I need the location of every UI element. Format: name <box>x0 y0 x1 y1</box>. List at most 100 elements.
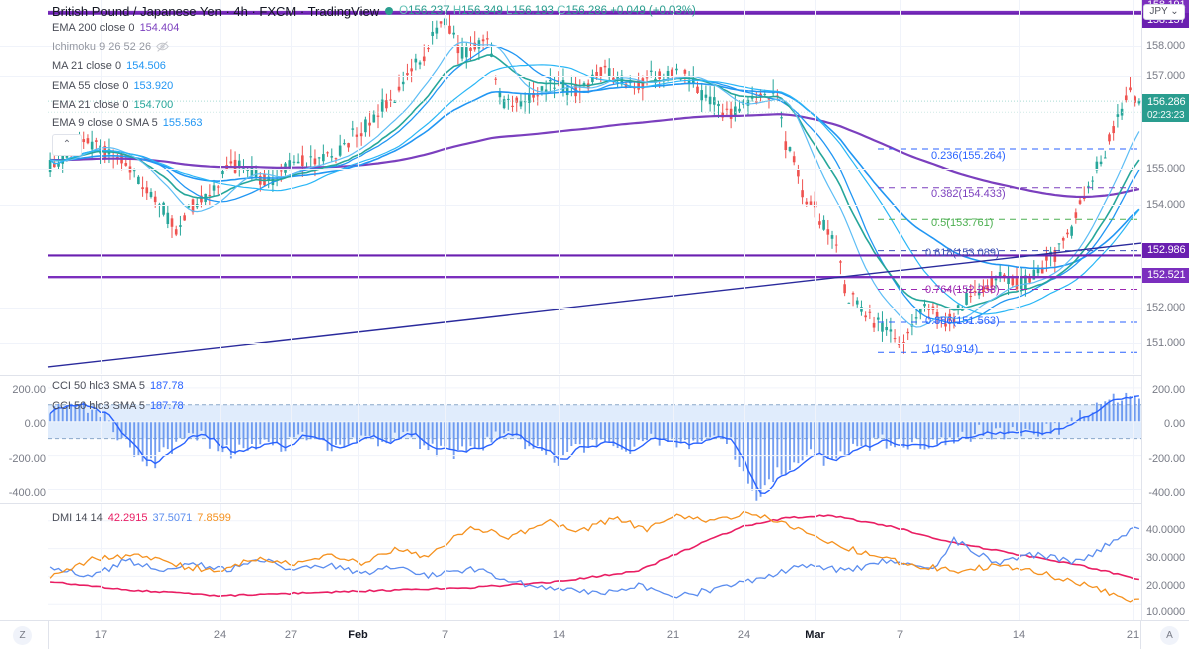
cci-legend-top-value: 187.78 <box>149 380 184 392</box>
timezone-button[interactable]: Z <box>13 626 32 645</box>
dmi-pane[interactable]: DMI 14 14 42.2915 37.5071 7.8599 <box>0 503 1141 620</box>
time-tick-8: Mar <box>805 629 825 641</box>
time-tick-5: 14 <box>552 629 566 641</box>
indicator-name-3: EMA 55 close 0 <box>52 80 129 92</box>
ohlc-low-key: L <box>505 5 513 17</box>
ohlc-change: +0.049 (+0.03%) <box>610 5 696 17</box>
price-tick-4: 152.000 <box>1145 302 1185 314</box>
ohlc-open-value: 156.237 <box>408 5 450 17</box>
indicator-name-2: MA 21 close 0 <box>52 60 122 72</box>
ohlc-high-key: H <box>452 5 462 17</box>
cci-legend-inner[interactable]: CCI 50 hlc3 SMA 5 187.78 <box>52 400 184 412</box>
ohlc-close-value: 156.286 <box>565 5 608 17</box>
time-axis[interactable]: Z A 17 24 27 Feb 7 14 21 24 Mar 7 14 21 <box>0 620 1189 649</box>
time-tick-0: 17 <box>94 629 108 641</box>
fib-level-label-5[interactable]: 0.886(151.563) <box>925 315 1000 327</box>
time-tick-4: 7 <box>441 629 449 641</box>
dmi-series-svg <box>48 510 1141 605</box>
cci-left-tick-0: 200.00 <box>12 384 46 396</box>
cci-legend-inner-name: CCI 50 hlc3 SMA 5 <box>52 400 145 412</box>
ohlc-readout: O156.237 H156.349 L156.193 C156.286 +0.0… <box>399 5 696 17</box>
indicator-name-1: Ichimoku 9 26 52 26 <box>52 40 152 53</box>
cci-plot-area[interactable] <box>48 376 1141 502</box>
price-pane[interactable] <box>0 0 1141 374</box>
time-axis-left-divider <box>48 621 49 649</box>
indicator-value-2: 154.506 <box>126 60 166 72</box>
indicator-value-4: 154.700 <box>133 99 174 111</box>
dmi-legend[interactable]: DMI 14 14 42.2915 37.5071 7.8599 <box>52 512 231 524</box>
indicator-legend-row-4[interactable]: EMA 21 close 0 154.700 <box>52 99 173 111</box>
current-price-value: 156.286 <box>1147 96 1186 108</box>
indicator-name-4: EMA 21 close 0 <box>52 99 129 111</box>
chart-header: British Pound / Japanese Yen · 4h · FXCM… <box>52 3 696 19</box>
price-level-badge-3[interactable]: 152.521 <box>1142 268 1189 283</box>
fib-level-label-3[interactable]: 0.618(153.089) <box>925 247 1000 259</box>
cci-right-tick-0: 200.00 <box>1151 384 1185 396</box>
time-tick-1: 24 <box>213 629 227 641</box>
cci-left-tick-1: 0.00 <box>24 418 46 430</box>
symbol-title[interactable]: British Pound / Japanese Yen · 4h · FXCM… <box>52 3 380 19</box>
hidden-eye-icon[interactable] <box>156 40 169 53</box>
indicator-legend-row-3[interactable]: EMA 55 close 0 153.920 <box>52 80 173 92</box>
price-tick-2: 155.000 <box>1145 163 1185 175</box>
fib-level-label-1[interactable]: 0.382(154.433) <box>931 188 1006 200</box>
time-tick-10: 14 <box>1012 629 1026 641</box>
indicator-legend-row-5[interactable]: EMA 9 close 0 SMA 5 155.563 <box>52 117 203 129</box>
time-tick-7: 24 <box>737 629 751 641</box>
dmi-plot-area[interactable] <box>48 504 1141 620</box>
indicator-legend-row-0[interactable]: EMA 200 close 0 154.404 <box>52 22 179 34</box>
current-price-badge[interactable]: 156.286 02:23:23 <box>1142 94 1189 122</box>
fib-level-label-0[interactable]: 0.236(155.264) <box>931 150 1006 162</box>
dmi-adx-value: 42.2915 <box>107 512 148 524</box>
indicator-name-5: EMA 9 close 0 SMA 5 <box>52 117 158 129</box>
time-tick-9: 7 <box>896 629 904 641</box>
live-dot-icon <box>385 7 394 15</box>
fib-level-label-6[interactable]: 1(150.914) <box>925 343 979 355</box>
cci-right-tick-3: -400.00 <box>1148 487 1185 499</box>
dmi-di-minus-value: 7.8599 <box>197 512 231 524</box>
ohlc-low-value: 156.193 <box>512 5 554 17</box>
price-scale-right[interactable]: JPY ⌄ 158.000 157.000 155.000 154.000 152.00… <box>1141 0 1189 620</box>
collapse-legend-button[interactable]: ⌃ <box>52 134 82 156</box>
dmi-legend-name: DMI 14 14 <box>52 512 103 524</box>
indicator-value-0: 154.404 <box>139 22 180 34</box>
price-tick-3: 154.000 <box>1145 199 1185 211</box>
fib-level-label-2[interactable]: 0.5(153.761) <box>931 217 994 229</box>
price-tick-1: 157.000 <box>1145 70 1185 82</box>
auto-scale-button[interactable]: A <box>1160 626 1179 645</box>
ohlc-open-key: O <box>399 5 409 17</box>
bar-countdown: 02:23:23 <box>1147 110 1185 121</box>
cci-series-svg <box>48 387 1141 501</box>
indicator-legend-row-2[interactable]: MA 21 close 0 154.506 <box>52 60 166 72</box>
cci-pane[interactable]: CCI 50 hlc3 SMA 5 187.78 CCI 50 hlc3 SMA… <box>0 375 1141 502</box>
price-tick-0: 158.000 <box>1145 40 1185 52</box>
time-tick-11: 21 <box>1126 629 1140 641</box>
dmi-di-plus-value: 37.5071 <box>152 512 193 524</box>
dmi-right-tick-0: 40.0000 <box>1145 524 1185 536</box>
cci-legend-top-name: CCI 50 hlc3 SMA 5 <box>52 380 145 392</box>
currency-select[interactable]: JPY ⌄ <box>1143 4 1185 20</box>
indicator-value-3: 153.920 <box>133 80 174 92</box>
time-axis-right-divider <box>1140 621 1141 649</box>
cci-right-tick-1: 0.00 <box>1163 418 1185 430</box>
cci-left-tick-3: -400.00 <box>8 487 46 499</box>
price-level-badge-2[interactable]: 152.986 <box>1142 243 1189 258</box>
time-tick-3: Feb <box>348 629 368 641</box>
cci-left-tick-2: -200.00 <box>8 453 46 465</box>
time-tick-2: 27 <box>284 629 298 641</box>
ohlc-close-key: C <box>557 5 566 17</box>
dmi-right-tick-1: 30.0000 <box>1145 552 1185 564</box>
indicator-name-0: EMA 200 close 0 <box>52 22 135 34</box>
dmi-right-tick-3: 10.0000 <box>1145 606 1185 618</box>
indicator-value-5: 155.563 <box>162 117 203 129</box>
ohlc-high-value: 156.349 <box>461 5 503 17</box>
cci-legend-top[interactable]: CCI 50 hlc3 SMA 5 187.78 <box>52 380 184 392</box>
indicator-legend-row-1[interactable]: Ichimoku 9 26 52 26 <box>52 40 169 53</box>
time-tick-6: 21 <box>666 629 680 641</box>
fib-level-label-4[interactable]: 0.764(152.258) <box>925 284 1000 296</box>
dmi-right-tick-2: 20.0000 <box>1145 580 1185 592</box>
price-tick-5: 151.000 <box>1145 337 1185 349</box>
cci-right-tick-2: -200.00 <box>1148 453 1185 465</box>
cci-legend-inner-value: 187.78 <box>149 400 184 412</box>
